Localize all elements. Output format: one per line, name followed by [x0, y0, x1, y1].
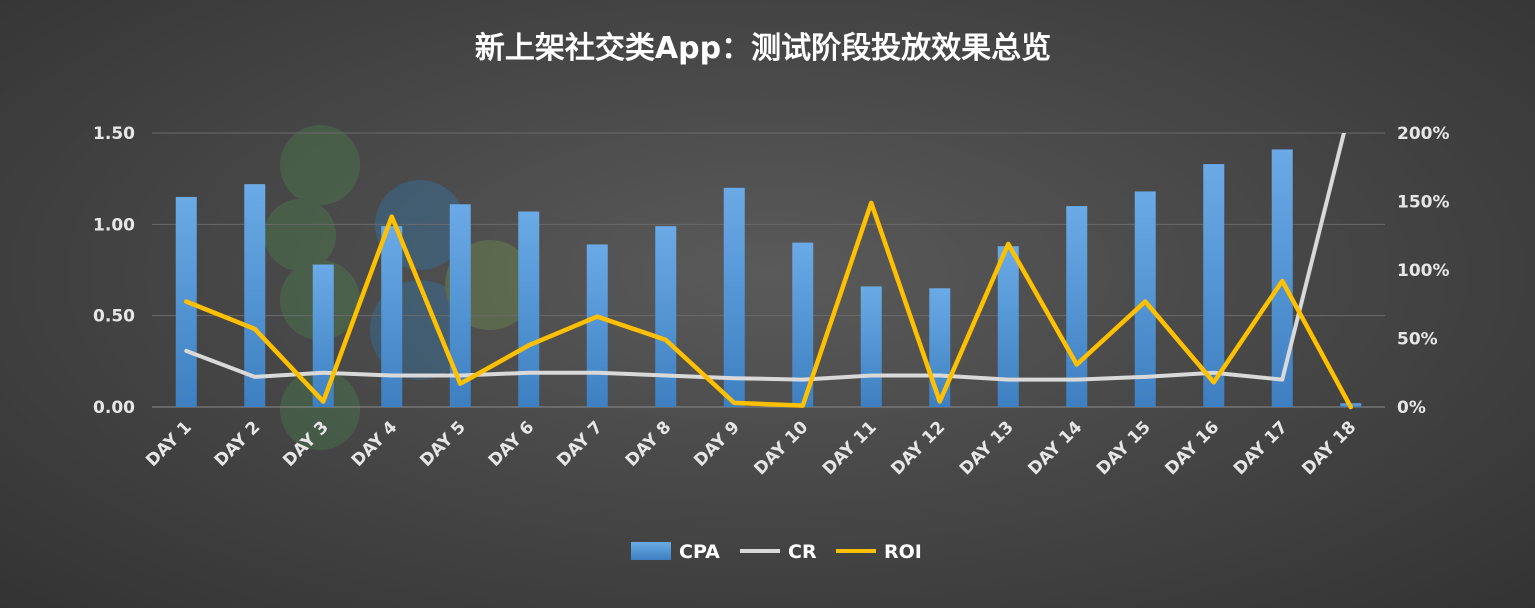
right-axis-tick-label: 0%: [1397, 398, 1426, 418]
right-axis-labels: 0% 50% 100% 150% 200%: [1397, 124, 1450, 418]
legend-label-roi: ROI: [884, 541, 922, 563]
x-axis-tick-label: DAY 9: [690, 417, 744, 471]
cpa-bar: [997, 246, 1019, 407]
watermark-shape: [264, 199, 336, 271]
legend-label-cr: CR: [788, 541, 817, 563]
x-axis-tick-label: DAY 14: [1024, 417, 1086, 479]
roi-line: [184, 200, 1353, 410]
cpa-bars: [175, 149, 1362, 407]
right-axis-tick-label: 200%: [1397, 124, 1450, 144]
left-axis-tick-label: 0.00: [93, 398, 135, 418]
left-axis-labels: 0.00 0.50 1.00 1.50: [93, 124, 135, 418]
cpa-bar: [449, 204, 471, 407]
legend: CPA CR ROI: [631, 541, 922, 563]
cpa-bar: [1203, 164, 1225, 407]
cpa-bar: [1271, 149, 1293, 407]
cpa-bar: [518, 211, 540, 407]
x-axis-tick-label: DAY 5: [416, 417, 470, 471]
x-axis-tick-label: DAY 7: [553, 417, 607, 471]
cpa-bar: [381, 226, 403, 407]
cpa-bar: [244, 184, 266, 407]
cpa-bar: [792, 242, 814, 407]
x-axis-tick-label: DAY 15: [1093, 417, 1155, 479]
chart-title: 新上架社交类App：测试阶段投放效果总览: [475, 31, 1051, 66]
x-axis-tick-label: DAY 2: [211, 417, 265, 471]
x-axis-tick-label: DAY 1: [142, 417, 196, 471]
x-axis-tick-label: DAY 8: [622, 417, 676, 471]
left-axis-tick-label: 1.50: [93, 124, 135, 144]
right-axis-tick-label: 150%: [1397, 193, 1450, 213]
series-lines: [184, 133, 1353, 410]
left-axis-tick-label: 0.50: [93, 307, 135, 327]
cpa-bar: [1066, 206, 1088, 407]
legend-label-cpa: CPA: [679, 541, 720, 563]
x-axis-tick-label: DAY 11: [819, 417, 881, 479]
legend-swatch-cpa: [631, 542, 671, 560]
gridlines: [152, 132, 1385, 408]
right-axis-tick-label: 100%: [1397, 261, 1450, 281]
cpa-bar: [860, 286, 882, 407]
watermark-shape: [280, 125, 360, 205]
cpa-bar: [723, 187, 745, 407]
right-axis-tick-label: 50%: [1397, 330, 1438, 350]
x-axis-tick-label: DAY 17: [1230, 417, 1292, 479]
cpa-bar: [586, 244, 608, 407]
cpa-bar: [655, 226, 677, 407]
left-axis-tick-label: 1.00: [93, 215, 135, 235]
cr-line: [184, 133, 1346, 382]
x-axis-tick-label: DAY 12: [887, 417, 949, 479]
x-axis-tick-label: DAY 16: [1161, 417, 1223, 479]
x-axis-tick-label: DAY 6: [485, 417, 539, 471]
x-axis-tick-label: DAY 13: [956, 417, 1018, 479]
watermark-shape: [280, 370, 360, 450]
x-axis-tick-label: DAY 10: [750, 417, 812, 479]
x-axis-tick-label: DAY 18: [1298, 417, 1360, 479]
cpa-bar: [1134, 191, 1156, 407]
